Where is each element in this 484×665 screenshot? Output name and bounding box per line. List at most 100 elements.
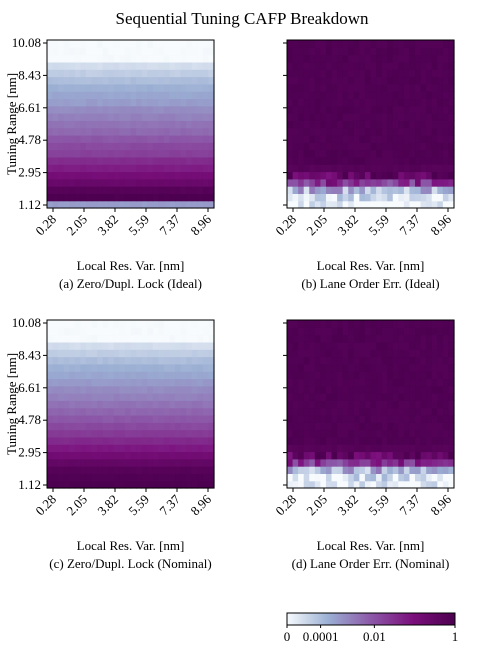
x-tick-label: 0.28 <box>32 212 59 239</box>
heatmap-cell <box>426 193 433 202</box>
heatmap-cell <box>342 178 349 187</box>
heatmap-cell <box>325 186 333 194</box>
heatmap-cell <box>342 407 349 416</box>
heatmap-cell <box>202 378 210 387</box>
heatmap-cell <box>309 466 316 474</box>
heatmap-cell <box>197 171 204 180</box>
heatmap-cell <box>381 127 388 136</box>
heatmap-cell <box>298 98 305 107</box>
heatmap-cell <box>392 466 399 474</box>
panel-caption: (a) Zero/Dupl. Lock (Ideal) <box>59 276 202 291</box>
heatmap-cell <box>191 40 198 48</box>
heatmap-cell <box>97 363 104 372</box>
heatmap-cell <box>197 83 204 92</box>
heatmap-cell <box>415 127 422 136</box>
heatmap-cell <box>186 186 193 194</box>
heatmap-cell <box>348 69 355 78</box>
heatmap-cell <box>152 61 159 70</box>
heatmap-cell <box>370 480 377 489</box>
heatmap-cell <box>353 69 360 78</box>
heatmap-cell <box>437 436 444 445</box>
heatmap-cell <box>342 61 349 70</box>
heatmap-cell <box>359 414 366 423</box>
heatmap-cell <box>415 113 422 121</box>
heatmap-cell <box>420 349 427 358</box>
heatmap-cell <box>119 363 126 372</box>
heatmap-cell <box>320 127 327 136</box>
heatmap-cell <box>353 458 360 467</box>
heatmap-cell <box>124 91 132 100</box>
heatmap-cell <box>63 480 70 489</box>
heatmap-cell <box>85 134 93 143</box>
heatmap-cell <box>102 473 109 482</box>
heatmap-cell <box>175 134 182 143</box>
heatmap-cell <box>309 186 316 194</box>
heatmap-cell <box>392 349 399 358</box>
heatmap-cell <box>287 91 294 100</box>
heatmap-cell <box>197 422 204 431</box>
heatmap-cell <box>74 76 81 85</box>
heatmap-cell <box>314 444 321 453</box>
heatmap-cell <box>141 200 148 209</box>
heatmap-cell <box>359 385 366 394</box>
heatmap-cell <box>415 142 422 151</box>
heatmap-cell <box>202 466 210 474</box>
heatmap-cell <box>69 349 76 358</box>
heatmap-cell <box>63 444 70 453</box>
heatmap-cell <box>108 356 115 365</box>
heatmap-cell <box>342 98 349 107</box>
heatmap-cell <box>58 334 65 343</box>
heatmap-cell <box>74 422 81 431</box>
heatmap-cell <box>191 134 198 143</box>
heatmap-cell <box>426 349 433 358</box>
heatmap-cell <box>409 91 416 100</box>
heatmap-cell <box>169 451 176 460</box>
heatmap-cell <box>158 61 165 70</box>
heatmap-cell <box>342 444 349 453</box>
heatmap-cell <box>102 91 109 100</box>
heatmap-cell <box>387 40 394 48</box>
heatmap-cell <box>52 127 59 136</box>
heatmap-cell <box>398 320 405 328</box>
heatmap-cell <box>398 149 405 158</box>
heatmap-cell <box>420 69 427 78</box>
heatmap-cell <box>124 466 132 474</box>
heatmap-cell <box>431 105 438 114</box>
heatmap-cell <box>52 120 59 129</box>
heatmap-cell <box>180 61 187 70</box>
heatmap-cell <box>292 320 299 328</box>
heatmap-cell <box>415 40 422 48</box>
heatmap-cell <box>370 76 377 85</box>
heatmap-cell <box>292 105 299 114</box>
heatmap-cell <box>113 451 120 460</box>
heatmap-cell <box>364 47 372 56</box>
heatmap-cell <box>130 178 137 187</box>
heatmap-cell <box>387 61 394 70</box>
heatmap-cell <box>364 356 372 365</box>
heatmap-cell <box>130 436 137 445</box>
heatmap-cell <box>91 40 98 48</box>
heatmap-cell <box>74 105 81 114</box>
heatmap-cell <box>58 378 65 387</box>
heatmap-cell <box>169 429 176 438</box>
heatmap-cell <box>331 363 338 372</box>
heatmap-cell <box>392 83 399 92</box>
heatmap-cell <box>124 47 132 56</box>
heatmap-cell <box>292 186 299 194</box>
heatmap-cell <box>409 69 416 78</box>
heatmap-cell <box>320 422 327 431</box>
heatmap-cell <box>298 54 305 63</box>
heatmap-cell <box>448 466 455 474</box>
heatmap-cell <box>85 458 93 467</box>
heatmap-cell <box>136 134 143 143</box>
heatmap-cell <box>80 458 87 467</box>
heatmap-cell <box>186 76 193 85</box>
heatmap-cell <box>325 61 333 70</box>
heatmap-cell <box>47 349 54 358</box>
heatmap-cell <box>152 83 159 92</box>
heatmap-cell <box>147 61 154 70</box>
heatmap-cell <box>69 40 76 48</box>
heatmap-cell <box>287 69 294 78</box>
heatmap-cell <box>409 429 416 438</box>
heatmap-cell <box>392 334 399 343</box>
